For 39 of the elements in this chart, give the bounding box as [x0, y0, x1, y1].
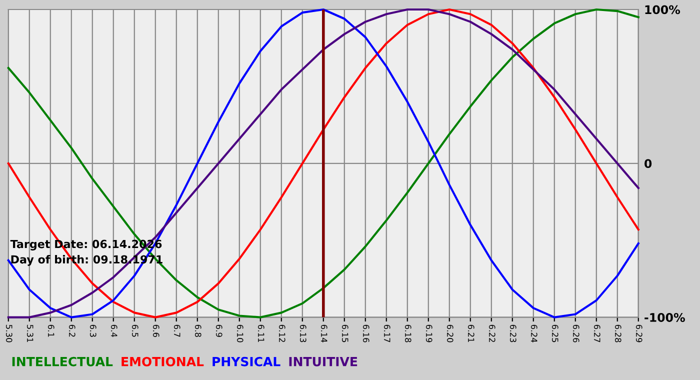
x-tick-label: 6.26 [572, 324, 580, 342]
x-tick-label: 6.4 [110, 324, 118, 338]
x-tick-label: 6.17 [384, 324, 390, 342]
x-tick-label: 6.6 [152, 324, 160, 337]
x-tick-label: 6.11 [258, 324, 264, 342]
x-tick-label: 6.3 [90, 324, 96, 337]
x-tick-label: 6.5 [132, 324, 138, 337]
x-tick-label: 6.25 [552, 324, 558, 342]
x-tick-label: 6.13 [300, 324, 306, 342]
x-tick-label: 6.27 [594, 324, 600, 342]
x-tick-label: 6.18 [404, 324, 412, 342]
x-tick-label: 6.19 [426, 324, 432, 342]
y-tick-label: -100% [644, 313, 685, 322]
x-tick-label: 6.10 [236, 324, 244, 342]
text: INTELLECTUAL [12, 356, 113, 366]
x-tick-label: 6.9 [216, 324, 222, 337]
x-tick-label: 5.30 [6, 324, 12, 342]
y-tick-label: 100% [645, 5, 680, 14]
x-tick-label: 6.14 [320, 324, 328, 342]
text: EMOTIONAL [122, 356, 204, 366]
line-series [7, 8, 640, 318]
x-tick-label: 6.22 [488, 324, 496, 342]
x-tick-label: 6.20 [446, 324, 454, 342]
x-tick-label: 6.15 [342, 324, 348, 342]
x-tick-label: 6.16 [362, 324, 370, 342]
x-tick-label: 6.2 [68, 324, 76, 337]
x-tick-label: 6.8 [194, 324, 202, 337]
x-tick-label: 6.12 [278, 324, 286, 342]
text: INTUITIVE [289, 357, 358, 366]
x-tick-label: 6.7 [174, 324, 180, 337]
x-tick-label: 6.24 [530, 324, 538, 342]
x-tick-label: 6.1 [48, 324, 54, 337]
x-tick-label: 6.21 [468, 324, 474, 342]
y-tick-label: 0 [644, 159, 652, 168]
x-tick-label: 6.28 [614, 324, 622, 342]
text: PHYSICAL [212, 356, 280, 366]
x-tick-label: 6.29 [636, 324, 642, 342]
x-tick-label: 6.23 [510, 324, 516, 342]
x-tick-label: 5.31 [26, 324, 34, 342]
